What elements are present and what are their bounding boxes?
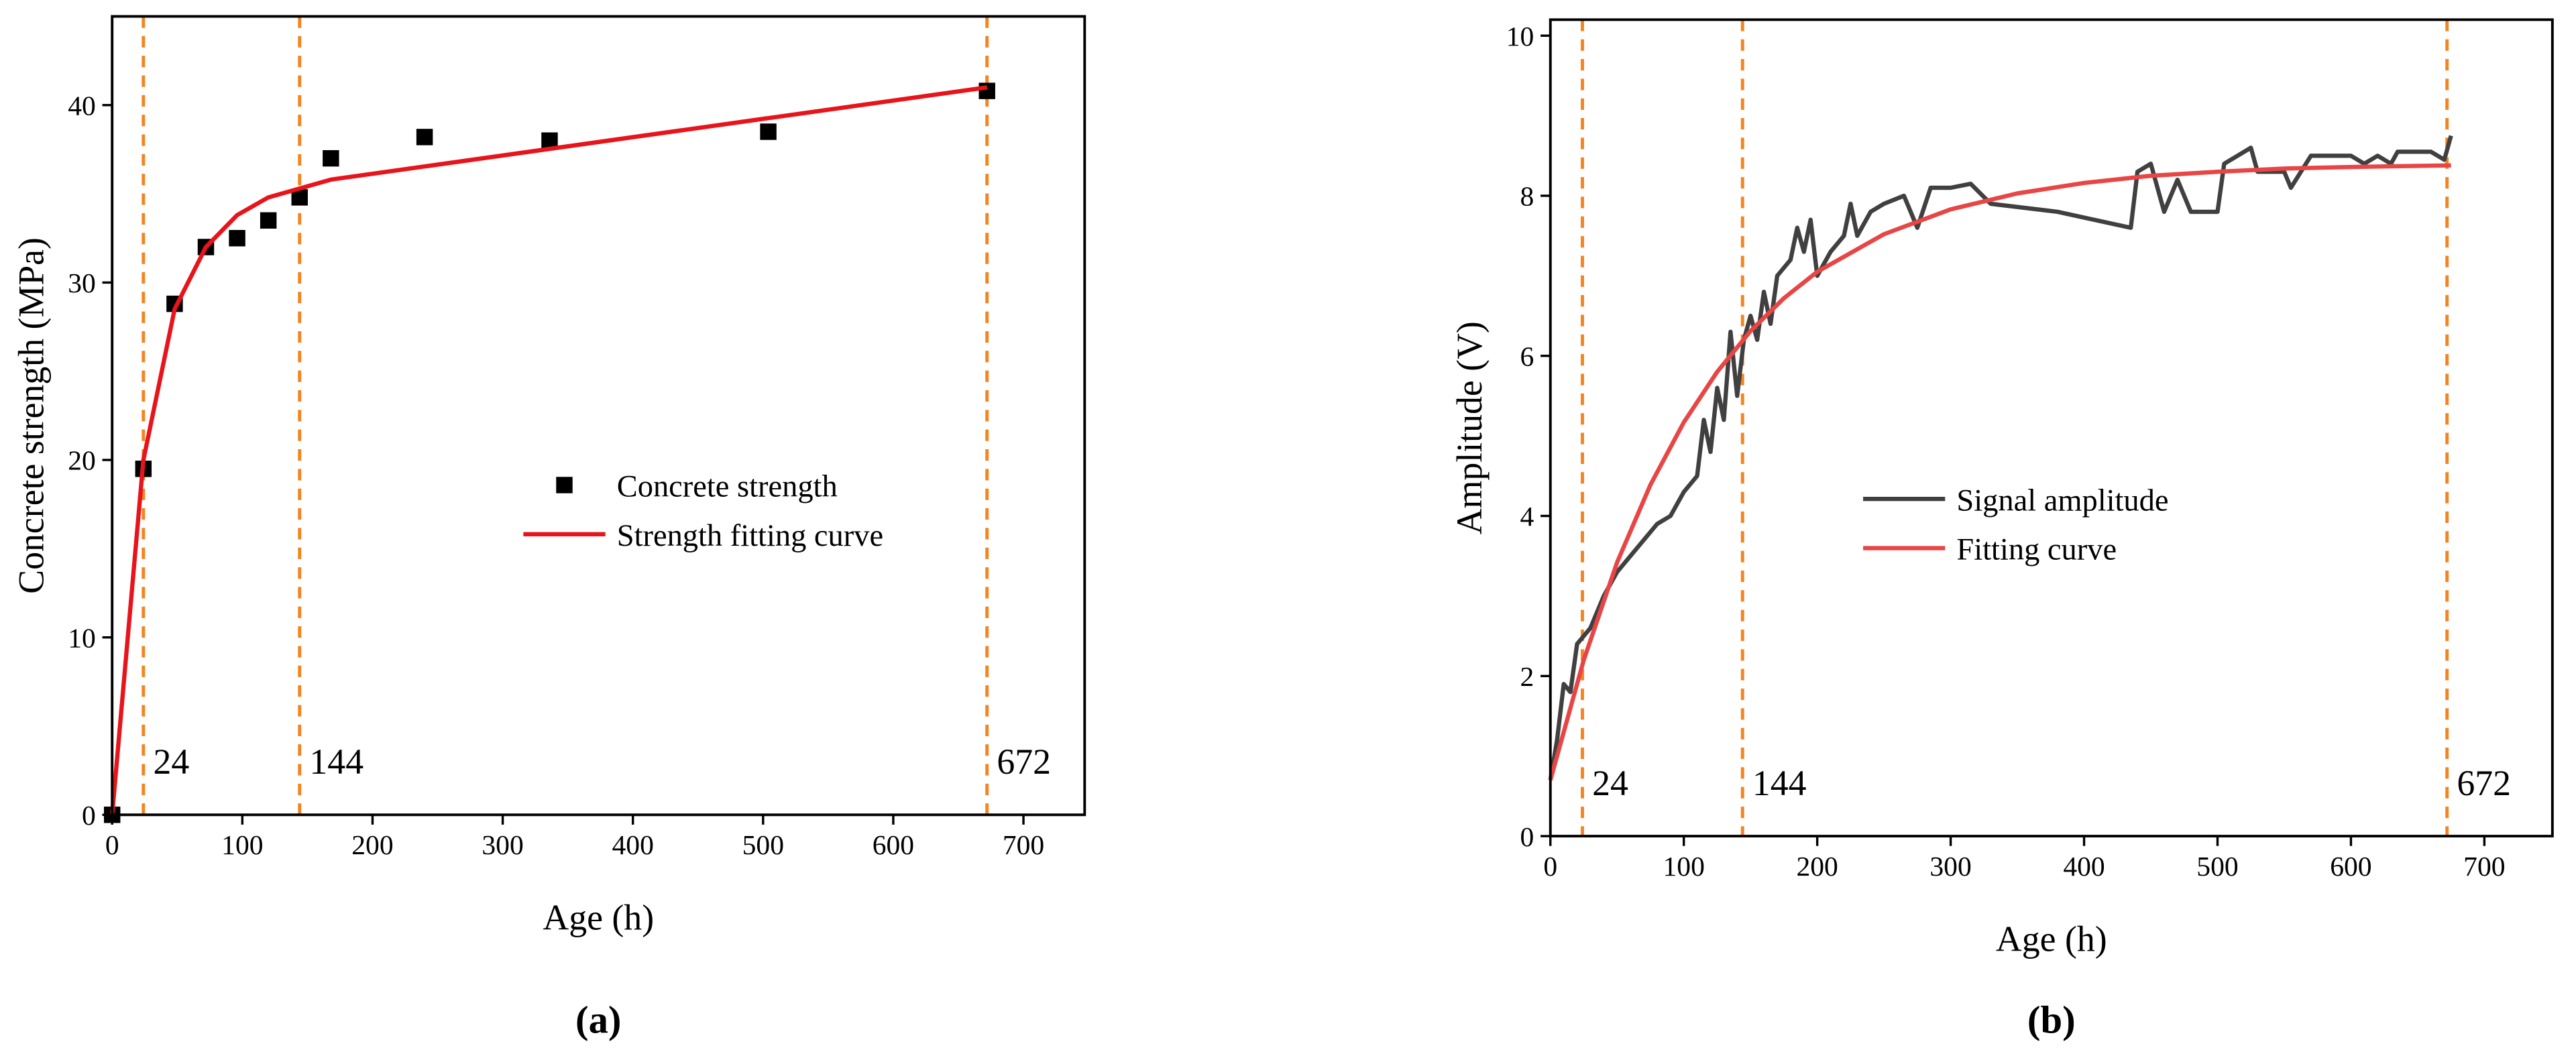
data-point [260, 212, 277, 229]
reference-label: 24 [153, 742, 189, 782]
legend-label: Strength fitting curve [617, 519, 883, 553]
data-line [1548, 135, 2453, 781]
plot-frame [111, 15, 1086, 817]
reference-label: 672 [997, 742, 1051, 782]
x-tick-label: 200 [1796, 851, 1838, 882]
x-tick-label: 500 [2196, 851, 2238, 882]
x-tick-label: 0 [105, 829, 119, 860]
x-tick-label: 600 [873, 829, 914, 860]
x-axis-title: Age (h) [1996, 919, 2107, 959]
y-tick-label: 0 [1520, 821, 1534, 852]
y-tick-label: 10 [68, 622, 96, 653]
reference-label: 672 [2457, 763, 2511, 803]
y-tick-label: 0 [82, 800, 96, 831]
x-tick-label: 300 [1929, 851, 1971, 882]
x-tick-label: 700 [2463, 851, 2505, 882]
x-tick-label: 400 [612, 829, 654, 860]
data-point [323, 150, 339, 167]
data-line [110, 85, 988, 815]
legend-label: Fitting curve [1956, 533, 2117, 567]
x-tick-label: 100 [1663, 851, 1705, 882]
panel-label: (a) [575, 998, 621, 1042]
y-axis-title: Concrete strength (MPa) [11, 237, 52, 594]
panel-label: (b) [2027, 998, 2076, 1042]
x-tick-label: 500 [742, 829, 784, 860]
data-point [416, 129, 433, 145]
x-tick-label: 200 [351, 829, 393, 860]
x-tick-label: 700 [1003, 829, 1044, 860]
data-line [1548, 163, 2451, 781]
x-tick-label: 600 [2330, 851, 2371, 882]
chart: 24 144 672 0 100 200 300 400 500 600 700 0 10 20 30 40 A… [11, 15, 1086, 1042]
x-tick-label: 400 [2063, 851, 2105, 882]
data-point [978, 82, 995, 99]
reference-label: 24 [1592, 763, 1628, 803]
x-axis-title: Age (h) [543, 897, 654, 937]
y-tick-label: 30 [68, 268, 96, 298]
legend-marker [556, 477, 573, 493]
x-tick-label: 300 [482, 829, 523, 860]
data-point [229, 230, 245, 247]
y-tick-label: 40 [68, 90, 96, 121]
x-tick-label: 100 [221, 829, 263, 860]
y-tick-label: 6 [1520, 341, 1534, 371]
legend-label: Signal amplitude [1956, 483, 2168, 518]
reference-label: 144 [1752, 763, 1807, 803]
data-point [760, 123, 777, 140]
y-tick-label: 10 [1506, 21, 1534, 52]
y-tick-label: 2 [1520, 661, 1534, 692]
y-axis-title: Amplitude (V) [1449, 321, 1490, 534]
plot-frame [1549, 18, 2554, 838]
legend-label: Concrete strength [617, 470, 838, 504]
x-tick-label: 0 [1543, 851, 1557, 882]
y-tick-label: 20 [68, 445, 96, 476]
y-tick-label: 8 [1520, 181, 1534, 212]
reference-label: 144 [309, 742, 363, 782]
y-tick-label: 4 [1520, 501, 1534, 532]
